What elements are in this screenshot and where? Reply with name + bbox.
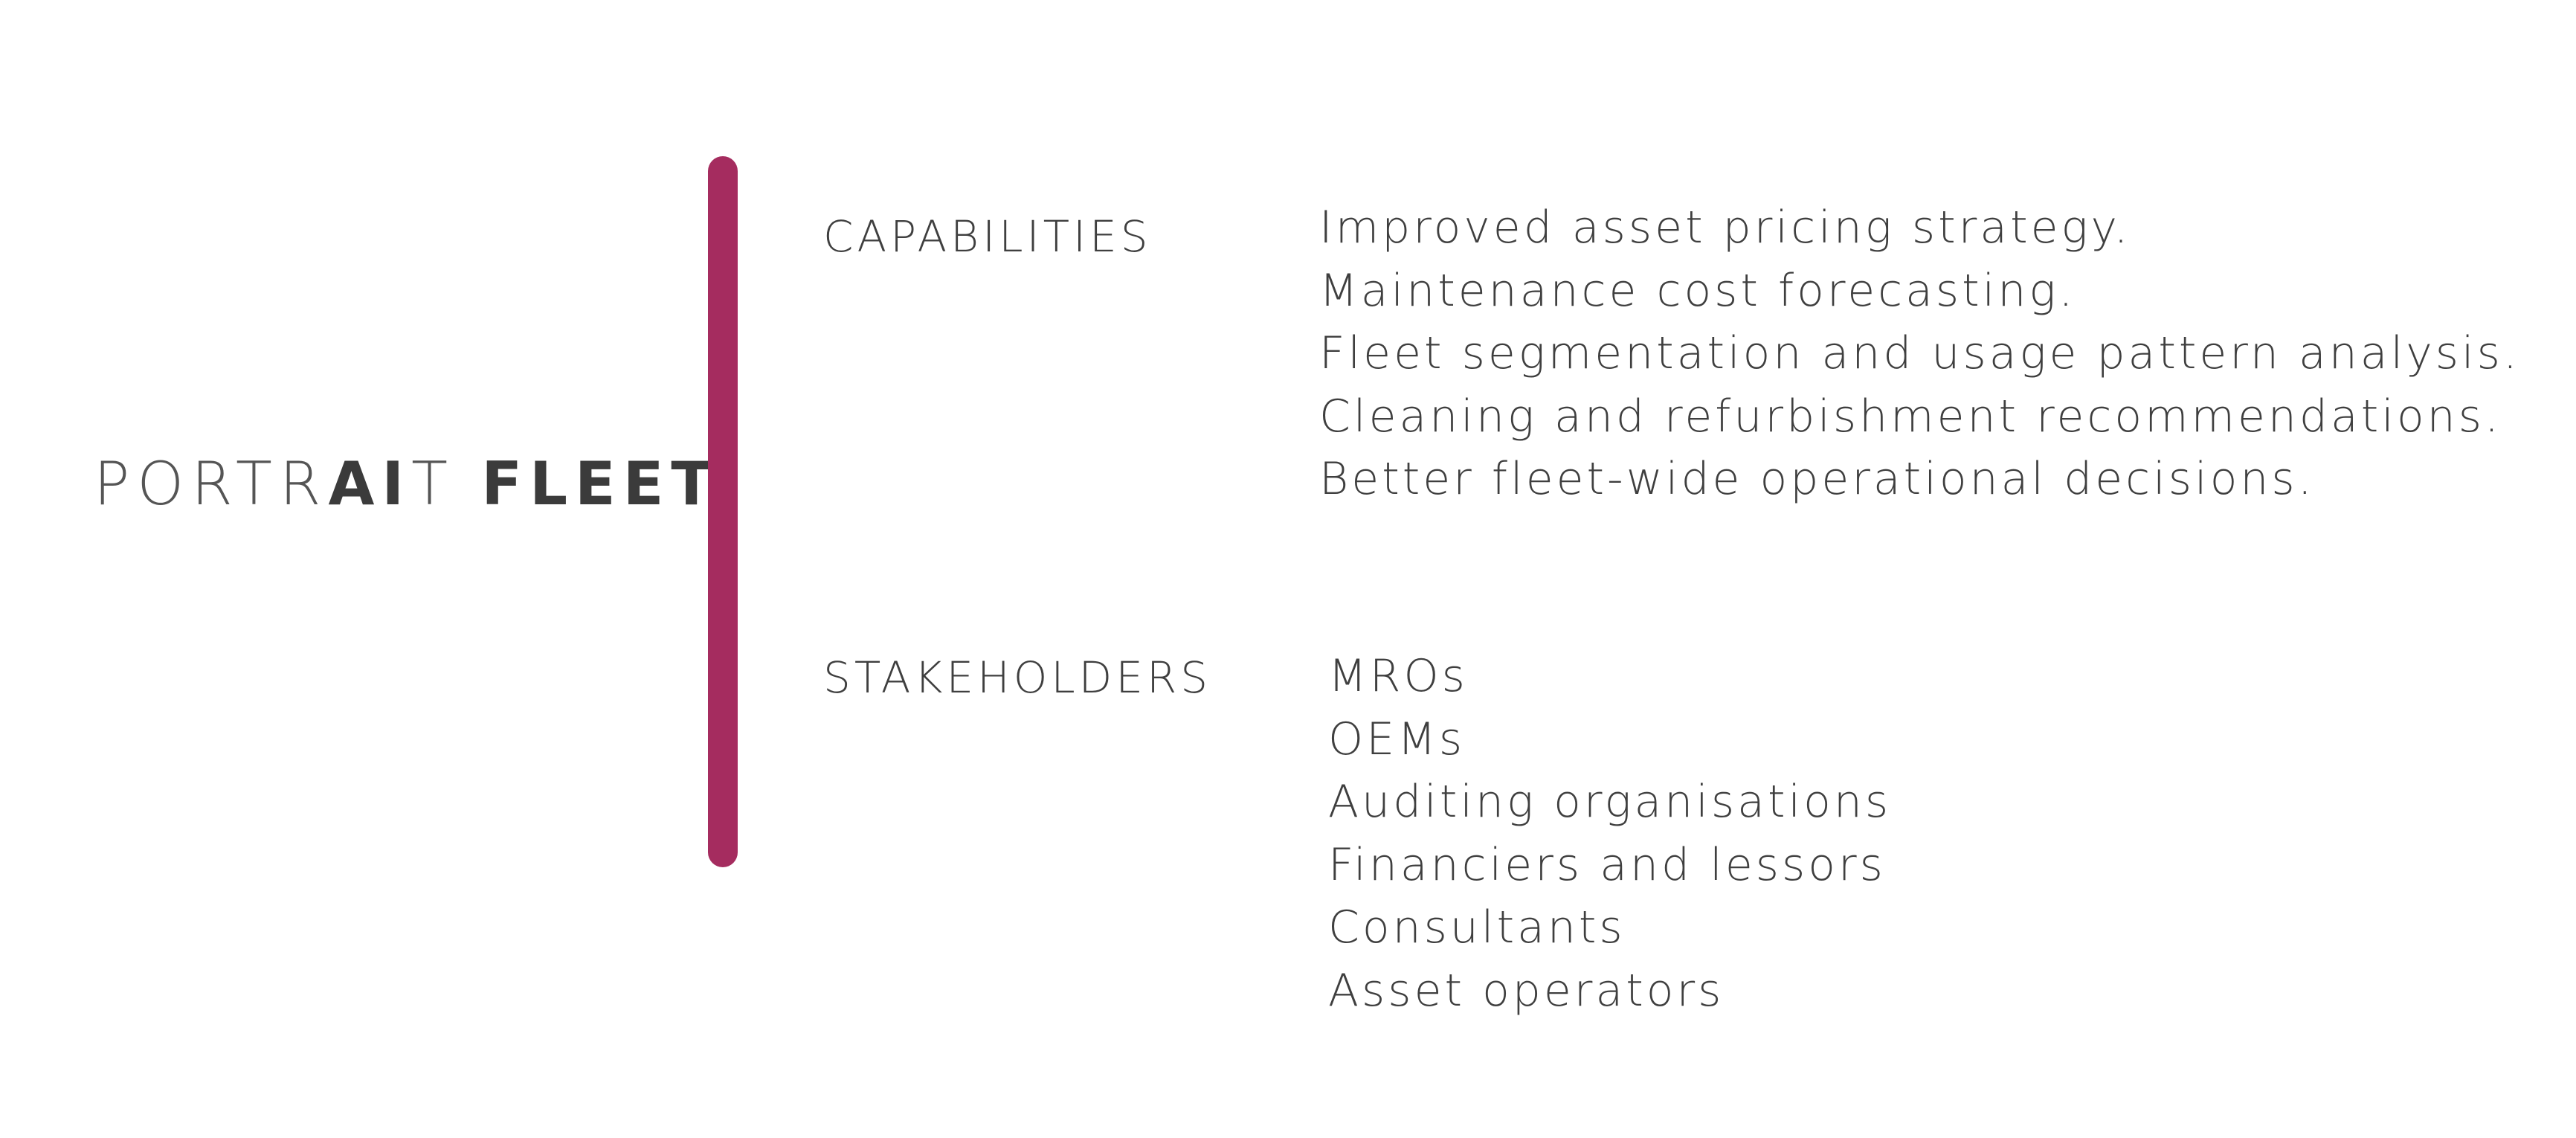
capability-item: Fleet segmentation and usage pattern ana… xyxy=(1319,327,2521,379)
capabilities-list: Improved asset pricing strategy. Mainten… xyxy=(1319,196,2520,511)
capability-item: Improved asset pricing strategy. xyxy=(1319,202,2131,254)
stakeholder-item: MROs xyxy=(1328,650,1468,702)
capability-item: Better fleet-wide operational decisions. xyxy=(1319,453,2315,505)
capabilities-heading: CAPABILITIES xyxy=(823,211,1152,262)
stakeholder-item: Financiers and lessors xyxy=(1328,838,1886,891)
brand-part-fleet: FLEET xyxy=(481,449,719,518)
stakeholders-heading: STAKEHOLDERS xyxy=(823,652,1212,703)
capability-item: Maintenance cost forecasting. xyxy=(1319,264,2076,317)
accent-divider-bar xyxy=(708,156,738,867)
stakeholder-item: Consultants xyxy=(1328,901,1626,954)
stakeholders-list: MROs OEMs Auditing organisations Financi… xyxy=(1328,645,1891,1022)
stakeholder-item: OEMs xyxy=(1328,713,1466,765)
stakeholder-item: Auditing organisations xyxy=(1328,776,1892,828)
brand-part-ai: AI xyxy=(328,449,412,518)
stakeholder-item: Asset operators xyxy=(1328,964,1725,1017)
brand-part-t: T xyxy=(411,449,482,518)
brand-title: PORTRAIT FLEET xyxy=(94,449,719,520)
capability-item: Cleaning and refurbishment recommendatio… xyxy=(1319,390,2502,443)
brand-part-portr: PORTR xyxy=(94,449,329,518)
